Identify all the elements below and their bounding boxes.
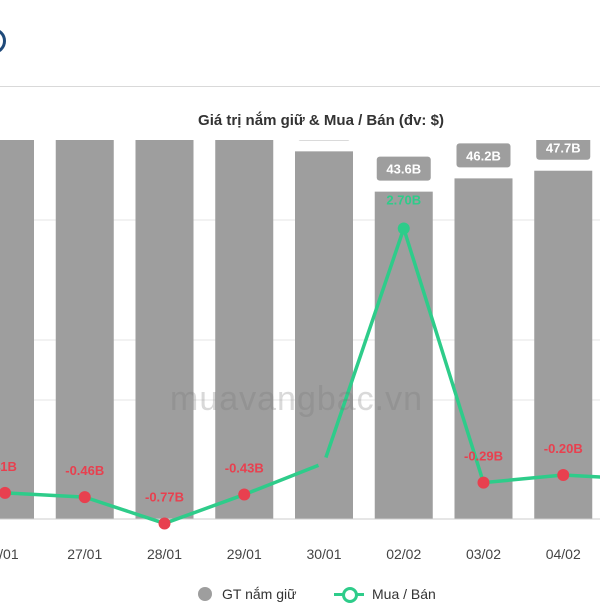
chart-plot-area: 5.3B6/0156.8B27/0156.7B28/0159.1B29/0151… [0, 140, 600, 585]
bar [136, 140, 194, 519]
line-data-label: 41B [0, 459, 17, 474]
header-divider [0, 86, 600, 87]
logo-icon [0, 28, 6, 54]
line-data-label: -0.20B [544, 441, 583, 456]
line-data-label: -0.43B [225, 461, 264, 476]
x-tick-label: 28/01 [147, 546, 182, 562]
line-point [159, 517, 171, 529]
line-point [478, 477, 490, 489]
bar-data-label: 43.6B [386, 162, 421, 177]
bar [375, 192, 433, 519]
bar [534, 171, 592, 519]
line-data-label: -0.77B [145, 489, 184, 504]
bar-data-label: 47.7B [546, 141, 581, 156]
line-data-label: -0.29B [464, 449, 503, 464]
bar-data-label: 46.2B [466, 148, 501, 163]
header-bar [0, 0, 600, 85]
line-data-label: 2.70B [386, 193, 421, 208]
line-point [238, 489, 250, 501]
line-point [557, 469, 569, 481]
watermark: muavangbac.vn [170, 380, 423, 419]
bar [455, 178, 513, 519]
x-tick-label: 04/02 [546, 546, 581, 562]
x-tick-label: 30/01 [306, 546, 341, 562]
x-tick-label: 29/01 [227, 546, 262, 562]
legend-dot-icon [198, 587, 212, 601]
x-tick-label: 03/02 [466, 546, 501, 562]
legend-line-icon [334, 587, 364, 601]
x-tick-label: 6/01 [0, 546, 19, 562]
chart-title: Giá trị nắm giữ & Mua / Bán (đv: $) [0, 112, 600, 129]
line-data-label: -0.46B [65, 463, 104, 478]
line-point [318, 457, 330, 469]
line-point [398, 223, 410, 235]
x-tick-label: 02/02 [386, 546, 421, 562]
line-point [79, 491, 91, 503]
x-tick-label: 27/01 [67, 546, 102, 562]
